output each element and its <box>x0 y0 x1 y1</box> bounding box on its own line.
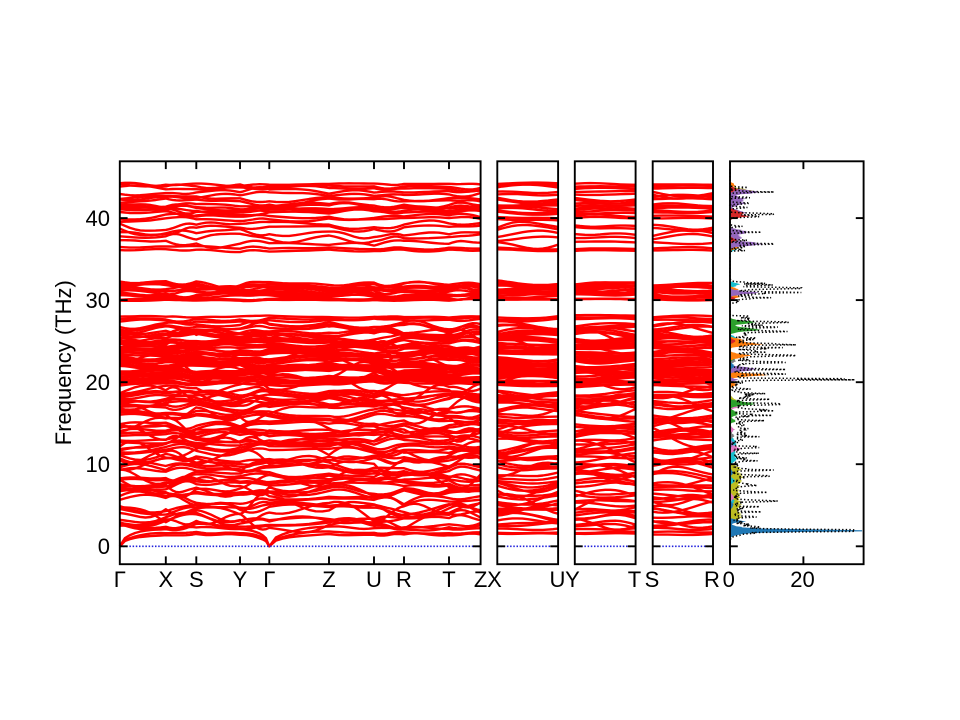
svg-text:T: T <box>628 567 641 592</box>
svg-text:Γ: Γ <box>114 567 126 592</box>
svg-text:20: 20 <box>86 370 110 395</box>
svg-text:30: 30 <box>86 288 110 313</box>
svg-text:U: U <box>366 567 382 592</box>
svg-text:S: S <box>189 567 204 592</box>
svg-text:U: U <box>550 567 566 592</box>
svg-text:Γ: Γ <box>263 567 275 592</box>
svg-text:X: X <box>487 567 502 592</box>
svg-text:0: 0 <box>723 567 735 592</box>
svg-text:X: X <box>158 567 173 592</box>
svg-text:Y: Y <box>233 567 248 592</box>
svg-text:R: R <box>396 567 412 592</box>
svg-text:20: 20 <box>790 567 814 592</box>
svg-text:0: 0 <box>98 534 110 559</box>
svg-text:Y: Y <box>565 567 580 592</box>
svg-text:Z: Z <box>322 567 335 592</box>
svg-text:Frequency (THz): Frequency (THz) <box>51 280 76 445</box>
svg-text:10: 10 <box>86 452 110 477</box>
svg-text:Z: Z <box>474 567 487 592</box>
svg-text:S: S <box>645 567 660 592</box>
svg-text:40: 40 <box>86 206 110 231</box>
svg-text:R: R <box>704 567 720 592</box>
svg-text:T: T <box>442 567 455 592</box>
